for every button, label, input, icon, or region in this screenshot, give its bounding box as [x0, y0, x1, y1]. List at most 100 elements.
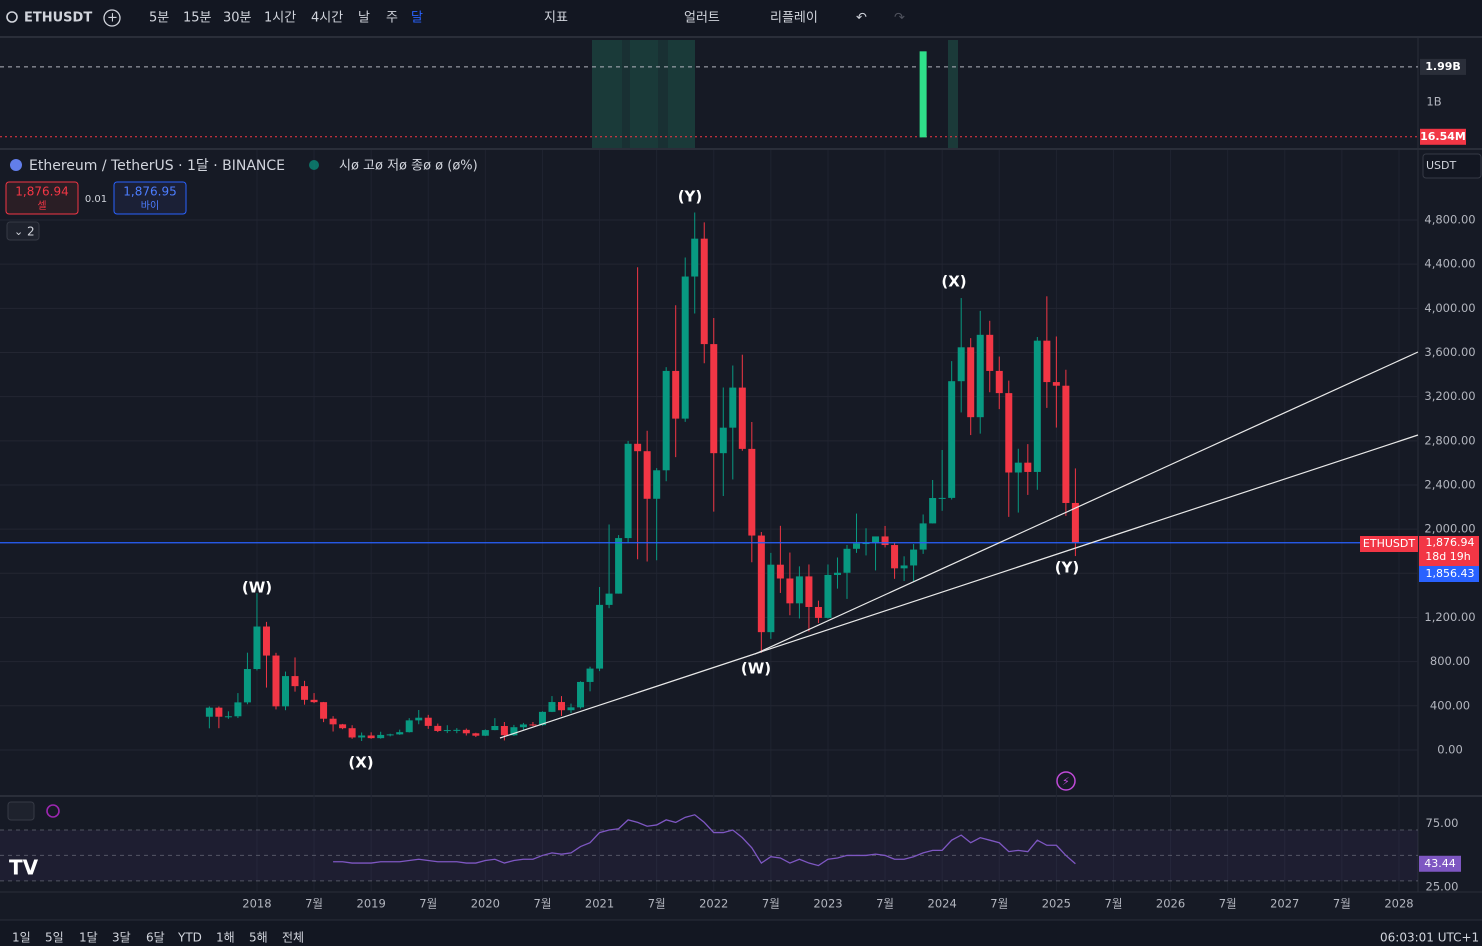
- x-tick-label: 7월: [1105, 897, 1123, 911]
- range-button[interactable]: 6달: [146, 931, 165, 945]
- collapse-button[interactable]: [6, 221, 40, 241]
- range-button[interactable]: 1해: [216, 931, 235, 945]
- candle-body: [929, 498, 937, 524]
- candle-body: [872, 536, 880, 544]
- y-tick-label: 2,400.00: [1424, 477, 1475, 491]
- candle-body: [795, 576, 803, 604]
- plus-icon: +: [107, 11, 118, 26]
- x-tick-label: 7월: [990, 897, 1008, 911]
- interval[interactable]: 5분: [149, 11, 169, 26]
- interval[interactable]: 날: [358, 11, 370, 26]
- candle-body: [243, 669, 251, 703]
- candle-body: [672, 370, 680, 419]
- clock: 06:03:01 UTC+1: [1380, 931, 1479, 945]
- candle-body: [1062, 385, 1070, 503]
- symbol[interactable]: ETHUSDT: [24, 11, 92, 26]
- range-button[interactable]: 전체: [282, 931, 304, 945]
- buy-button[interactable]: [113, 181, 187, 215]
- countdown: 18d 19h: [1425, 550, 1470, 563]
- y-tick-label: 800.00: [1430, 654, 1470, 668]
- interval[interactable]: 1시간: [264, 11, 296, 26]
- add-symbol[interactable]: [103, 9, 121, 27]
- alerts[interactable]: 얼러트: [684, 11, 720, 26]
- candle-body: [567, 707, 575, 711]
- candle-body: [472, 733, 480, 736]
- range-button[interactable]: YTD: [177, 931, 202, 945]
- candle-body: [833, 572, 841, 575]
- y-tick-label: 0.00: [1437, 742, 1463, 756]
- wave-label: (Y): [678, 188, 703, 206]
- currency-select[interactable]: [1422, 153, 1482, 179]
- x-tick-label: 2028: [1384, 897, 1413, 911]
- undo[interactable]: ↶: [856, 11, 867, 26]
- candle-body: [853, 543, 861, 549]
- candle-body: [396, 732, 404, 735]
- candle-body: [710, 344, 718, 454]
- candle-body: [596, 604, 604, 669]
- y-tick-label: 2,000.00: [1424, 522, 1475, 536]
- last-price-label: 1,876.94: [1426, 536, 1475, 549]
- x-tick-label: 7월: [1333, 897, 1351, 911]
- wave-label: (W): [242, 579, 272, 597]
- range-button[interactable]: 5일: [45, 931, 64, 945]
- replay[interactable]: 리플레이: [770, 11, 818, 26]
- x-tick-label: 2026: [1156, 897, 1185, 911]
- interval[interactable]: 15분: [183, 11, 212, 26]
- indicators[interactable]: 지표: [544, 11, 568, 26]
- flash-icon[interactable]: [1056, 771, 1076, 791]
- x-tick-label: 2020: [471, 897, 500, 911]
- rsi-collapse[interactable]: [7, 801, 35, 821]
- x-tick-label: 7월: [534, 897, 552, 911]
- candle-body: [1024, 462, 1032, 472]
- candle-body: [786, 578, 794, 604]
- interval[interactable]: 달: [411, 11, 423, 26]
- x-tick-label: 7월: [419, 897, 437, 911]
- candle-body: [415, 717, 423, 721]
- candle-body: [738, 387, 746, 449]
- interval[interactable]: 주: [386, 11, 398, 26]
- candle-body: [424, 717, 432, 726]
- candle-body: [938, 497, 946, 499]
- volume-tag: [1420, 128, 1466, 145]
- sell-label: 셀: [37, 200, 46, 212]
- candle-body: [1014, 462, 1022, 473]
- candle-body: [510, 727, 518, 736]
- range-button[interactable]: 5해: [249, 931, 268, 945]
- candle-body: [681, 276, 689, 419]
- x-tick-label: 7월: [1219, 897, 1237, 911]
- candle-body: [1005, 393, 1013, 473]
- candle-body: [805, 576, 813, 607]
- candle-body: [358, 735, 366, 738]
- coin-icon: [10, 159, 22, 171]
- candle-body: [643, 451, 651, 499]
- y-tick-label: 2,800.00: [1424, 433, 1475, 447]
- candle-body: [653, 470, 661, 499]
- candle-body: [386, 734, 394, 736]
- range-button[interactable]: 1달: [79, 931, 98, 945]
- candle-body: [262, 626, 270, 656]
- candle-body: [776, 564, 784, 579]
- candle-body: [491, 725, 499, 731]
- wave-label: (X): [941, 273, 966, 291]
- candle-body: [957, 347, 965, 382]
- candle-body: [691, 238, 699, 277]
- buy-price: 1,876.95: [123, 185, 176, 199]
- candle-body: [900, 565, 908, 569]
- range-button[interactable]: 1일: [12, 931, 31, 945]
- range-button[interactable]: 3달: [112, 931, 131, 945]
- candle-body: [634, 443, 642, 452]
- interval[interactable]: 30분: [223, 11, 252, 26]
- candle-body: [843, 548, 851, 573]
- sell-button[interactable]: [5, 181, 79, 215]
- y-tick-label: 3,600.00: [1424, 345, 1475, 359]
- candle-body: [1071, 502, 1079, 543]
- x-tick-label: 2018: [242, 897, 271, 911]
- candle-body: [462, 729, 470, 734]
- collapse-chevron: ⌄: [14, 225, 23, 238]
- y-tick-label: 3,200.00: [1424, 389, 1475, 403]
- symbol-tag: ETHUSDT: [1363, 537, 1415, 550]
- candle-body: [272, 655, 280, 707]
- interval[interactable]: 4시간: [311, 11, 343, 26]
- candle-body: [624, 443, 632, 539]
- candle-body: [891, 545, 899, 569]
